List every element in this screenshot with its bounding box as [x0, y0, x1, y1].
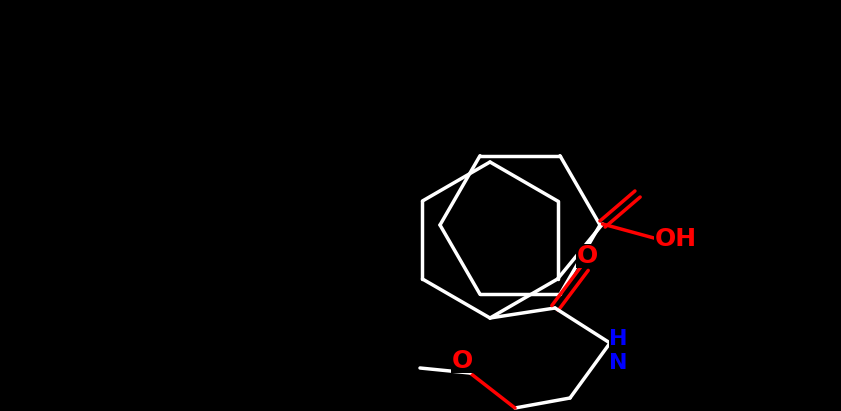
- Text: OH: OH: [654, 227, 696, 251]
- Text: O: O: [576, 244, 598, 268]
- Text: H
N: H N: [609, 329, 627, 373]
- Text: O: O: [452, 349, 473, 373]
